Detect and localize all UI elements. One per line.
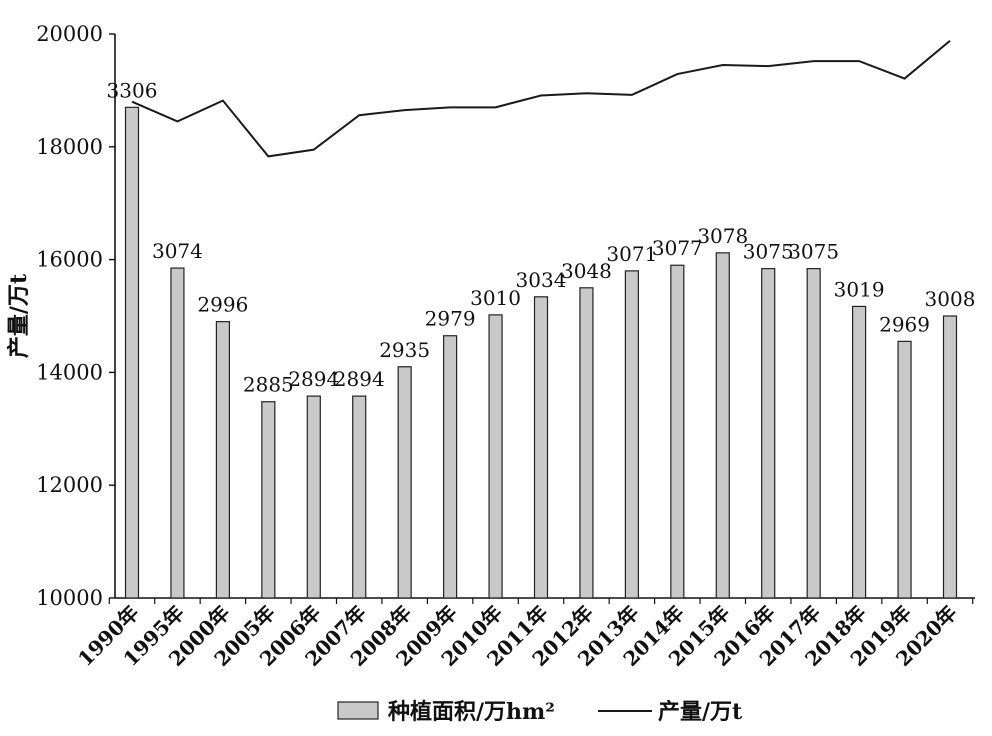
bar-data-label: 2894 (334, 367, 385, 391)
bar (261, 401, 276, 599)
legend-line-label: 产量/万t (658, 699, 743, 725)
bar-data-label: 3034 (516, 268, 567, 292)
bar-data-label: 2935 (379, 338, 430, 362)
bar (670, 264, 685, 599)
y-tick-label: 20000 (36, 22, 103, 46)
bar-data-label: 2894 (288, 367, 339, 391)
bar-data-label: 3019 (834, 277, 885, 301)
bar-data-label: 3075 (743, 240, 794, 264)
y-tick-label: 14000 (36, 360, 103, 384)
legend: 种植面积/万hm² 产量/万t (337, 699, 743, 725)
production-line (131, 39, 951, 158)
bar-data-label: 2885 (243, 373, 294, 397)
bar-data-label: 3008 (925, 287, 976, 311)
bar-data-label: 3077 (652, 236, 703, 260)
y-tick-label: 10000 (36, 586, 103, 610)
bar (852, 305, 867, 599)
y-tick-label: 16000 (36, 248, 103, 272)
line-layer (131, 39, 951, 158)
bar (715, 252, 730, 599)
bar-data-label: 3306 (107, 78, 158, 102)
bar (352, 395, 367, 599)
bars (124, 106, 958, 599)
bar-data-label: 2969 (879, 312, 930, 336)
bar-data-label: 3010 (470, 286, 521, 310)
bar-labels: 3306307429962885289428942935297930103034… (107, 78, 976, 396)
bar-data-label: 3078 (697, 224, 748, 248)
bar (806, 268, 821, 599)
y-tick-label: 18000 (36, 135, 103, 159)
bar (533, 296, 549, 599)
bar-data-label: 3048 (561, 259, 612, 283)
bar-data-label: 3075 (788, 240, 839, 264)
bar (170, 267, 185, 599)
bar (761, 268, 776, 599)
bar (215, 321, 230, 599)
bar-data-label: 3071 (606, 242, 657, 266)
legend-bar-label: 种植面积/万hm² (388, 699, 555, 725)
bar-data-label: 2996 (197, 293, 248, 317)
bar (443, 335, 458, 599)
bar-data-label: 2979 (425, 307, 476, 331)
axes: 10000 12000 14000 16000 18000 20000 (36, 22, 975, 610)
legend-bar-swatch (337, 701, 379, 720)
bar-data-label: 3074 (152, 239, 203, 263)
bar (124, 106, 140, 599)
bar (397, 366, 412, 599)
y-tick-label: 12000 (36, 473, 103, 497)
bar (579, 287, 594, 599)
y-axis-label: 产量/万t (6, 273, 32, 358)
bar (306, 395, 321, 599)
bar (897, 340, 912, 599)
bar (942, 315, 958, 599)
bar (488, 314, 503, 599)
bar (624, 270, 639, 599)
x-ticks: 1990年1995年2000年2005年2006年2007年2008年2009年… (73, 601, 961, 671)
